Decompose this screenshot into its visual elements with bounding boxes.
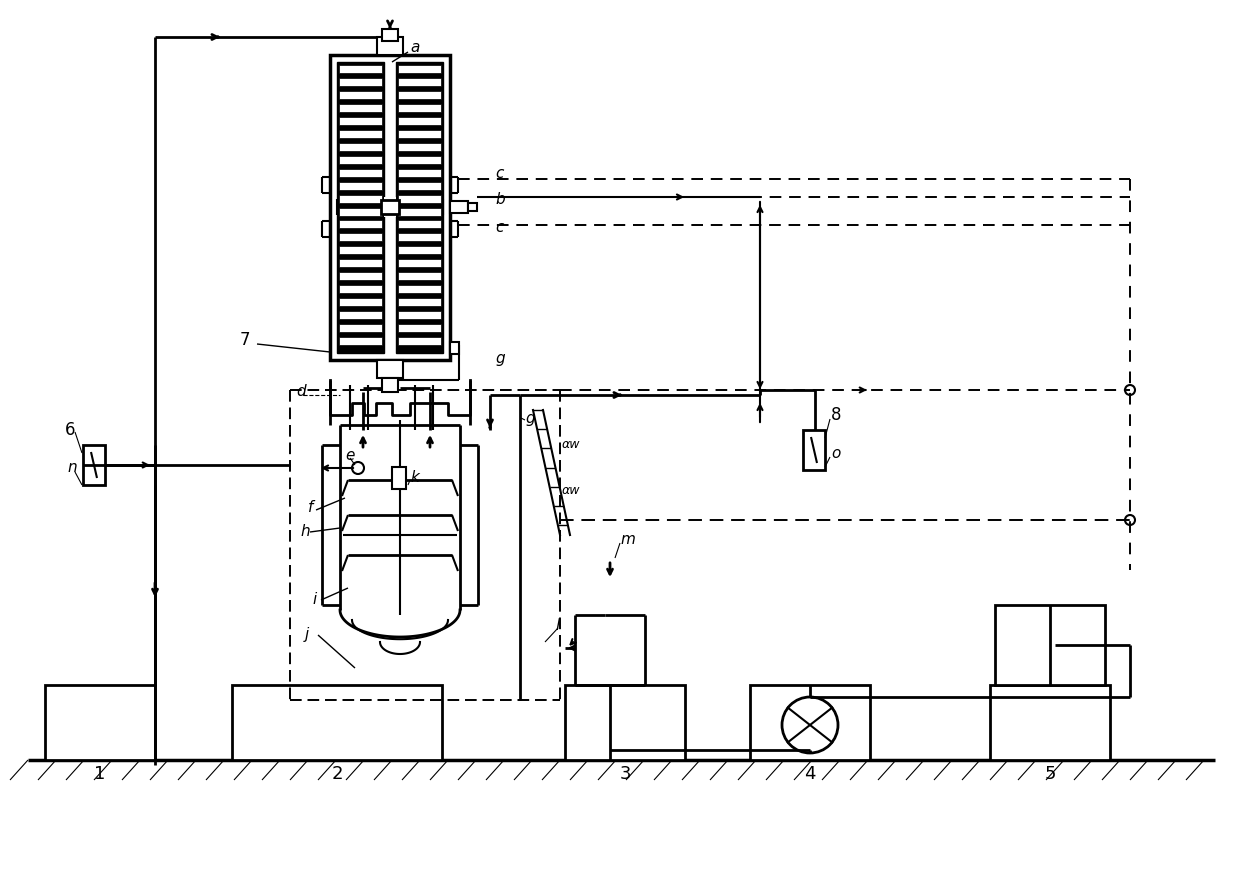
Bar (339, 169, 382, 177)
Text: o: o (831, 445, 841, 460)
Bar (398, 220, 441, 228)
Text: αw: αw (562, 438, 580, 452)
Bar (232, 685, 441, 760)
Bar (339, 130, 382, 137)
Bar (398, 78, 441, 86)
Bar (398, 259, 441, 268)
Text: l: l (556, 618, 559, 633)
Bar (398, 324, 441, 332)
Bar (565, 685, 684, 760)
Bar (398, 194, 441, 202)
Text: 3: 3 (619, 765, 631, 783)
Bar (994, 605, 1105, 685)
Bar (377, 37, 403, 55)
Bar (377, 360, 403, 378)
Bar (339, 234, 382, 242)
Bar (337, 62, 384, 353)
Text: f: f (308, 500, 314, 515)
Bar (339, 78, 382, 86)
Text: 7: 7 (241, 331, 250, 349)
Bar (398, 156, 441, 164)
Bar (339, 247, 382, 255)
Text: g: g (495, 352, 505, 367)
Text: c: c (495, 220, 503, 235)
Bar (392, 467, 405, 489)
Bar (339, 272, 382, 280)
Text: j: j (305, 627, 309, 642)
Bar (339, 285, 382, 293)
Bar (398, 298, 441, 306)
Bar (398, 247, 441, 255)
Text: n: n (67, 460, 77, 475)
Bar (467, 203, 477, 211)
Bar (45, 685, 155, 760)
Text: e: e (345, 449, 355, 464)
Bar (398, 337, 441, 345)
Bar (398, 130, 441, 137)
Bar (398, 234, 441, 242)
Bar (339, 143, 382, 150)
Bar (339, 194, 382, 202)
Bar (398, 91, 441, 99)
Text: αw: αw (562, 484, 580, 496)
Bar (339, 298, 382, 306)
Bar (339, 91, 382, 99)
Bar (339, 324, 382, 332)
Bar (750, 685, 870, 760)
Bar (398, 117, 441, 125)
Bar (398, 65, 441, 73)
Text: h: h (300, 524, 310, 540)
Bar (339, 337, 382, 345)
Text: 6: 6 (64, 421, 76, 439)
Bar (339, 259, 382, 268)
Text: d: d (296, 384, 305, 400)
Bar (398, 285, 441, 293)
Bar (398, 207, 441, 215)
Text: a: a (410, 40, 419, 55)
Text: 1: 1 (94, 765, 105, 783)
Bar (339, 117, 382, 125)
Bar (339, 156, 382, 164)
Bar (450, 201, 467, 213)
Bar (398, 182, 441, 190)
Text: b: b (495, 192, 505, 207)
Bar (450, 342, 459, 354)
Text: 5: 5 (1044, 765, 1055, 783)
Text: 4: 4 (805, 765, 816, 783)
Bar (330, 55, 450, 360)
Bar (83, 445, 105, 485)
Bar (381, 200, 399, 214)
Bar (339, 104, 382, 112)
Bar (398, 312, 441, 319)
Text: c: c (495, 166, 503, 181)
Text: i: i (312, 592, 316, 607)
Bar (382, 378, 398, 392)
Bar (398, 272, 441, 280)
Bar (398, 169, 441, 177)
Bar (396, 62, 443, 353)
Text: 2: 2 (331, 765, 342, 783)
Bar (339, 207, 382, 215)
Bar (382, 29, 398, 41)
Bar (339, 312, 382, 319)
Text: g: g (525, 410, 534, 425)
Bar (398, 104, 441, 112)
Bar (339, 182, 382, 190)
Text: m: m (620, 533, 635, 548)
Bar (339, 65, 382, 73)
Text: k: k (410, 470, 419, 485)
Bar (804, 430, 825, 470)
Text: 8: 8 (831, 406, 842, 424)
Bar (398, 143, 441, 150)
Bar (384, 197, 396, 217)
Bar (339, 220, 382, 228)
Bar (990, 685, 1110, 760)
